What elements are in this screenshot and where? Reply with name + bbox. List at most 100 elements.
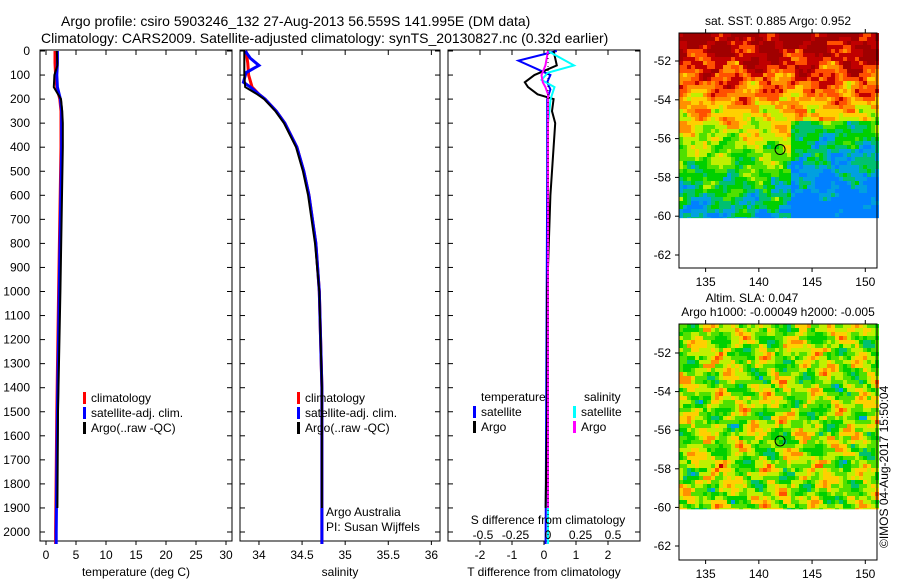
map-cell — [755, 177, 759, 181]
map-cell — [695, 77, 699, 81]
map-cell — [779, 141, 783, 145]
map-cell — [707, 452, 711, 456]
map-cell — [695, 133, 699, 137]
map-cell — [843, 189, 847, 193]
map-cell — [819, 344, 823, 348]
map-cell — [799, 209, 803, 213]
map-cell — [715, 57, 719, 61]
map-cell — [715, 141, 719, 145]
map-cell — [767, 324, 771, 328]
map-cell — [871, 101, 875, 105]
map-cell — [731, 77, 735, 81]
map-cell — [823, 392, 827, 396]
map-cell — [759, 57, 763, 61]
map-cell — [871, 57, 875, 61]
map-cell — [743, 201, 747, 205]
map-cell — [795, 33, 799, 37]
map-cell — [787, 177, 791, 181]
map-cell — [735, 33, 739, 37]
map-cell — [763, 420, 767, 424]
map-cell — [755, 448, 759, 452]
map-cell — [679, 468, 683, 472]
y-tick-label: 800 — [10, 236, 30, 250]
map-cell — [867, 388, 871, 392]
map-cell — [863, 77, 867, 81]
map-cell — [699, 93, 703, 97]
map-cell — [783, 153, 787, 157]
map-cell — [699, 440, 703, 444]
map-cell — [723, 328, 727, 332]
map-cell — [839, 372, 843, 376]
map-cell — [771, 81, 775, 85]
map-cell — [767, 372, 771, 376]
map-cell — [767, 137, 771, 141]
map-cell — [767, 504, 771, 508]
map-cell — [791, 440, 795, 444]
map-cell — [815, 97, 819, 101]
map-cell — [723, 484, 727, 488]
map-cell — [819, 472, 823, 476]
legend-swatch — [573, 421, 576, 433]
map-cell — [843, 121, 847, 125]
map-cell — [759, 201, 763, 205]
map-cell — [827, 396, 831, 400]
map-cell — [847, 488, 851, 492]
map-cell — [775, 161, 779, 165]
map-cell — [819, 129, 823, 133]
map-cell — [867, 93, 871, 97]
map-cell — [739, 85, 743, 89]
map-cell — [759, 428, 763, 432]
map-cell — [779, 177, 783, 181]
map-cell — [843, 153, 847, 157]
map-cell — [703, 73, 707, 77]
map-cell — [727, 460, 731, 464]
map-cell — [771, 89, 775, 93]
map-cell — [823, 388, 827, 392]
map-cell — [763, 328, 767, 332]
y-tick-label: 1100 — [4, 309, 30, 323]
map-cell — [723, 352, 727, 356]
map-cell — [787, 428, 791, 432]
map-cell — [871, 464, 875, 468]
map-cell — [863, 105, 867, 109]
map-cell — [683, 53, 687, 57]
map-cell — [711, 149, 715, 153]
map-cell — [767, 201, 771, 205]
map-cell — [855, 181, 859, 185]
map-cell — [831, 400, 835, 404]
map-cell — [791, 344, 795, 348]
map-cell — [683, 145, 687, 149]
map-cell — [867, 436, 871, 440]
map-cell — [731, 185, 735, 189]
map-cell — [755, 113, 759, 117]
map-cell — [763, 113, 767, 117]
map-cell — [683, 476, 687, 480]
map-cell — [735, 141, 739, 145]
map-cell — [867, 508, 871, 510]
map-cell — [859, 97, 863, 101]
map-cell — [835, 460, 839, 464]
map-cell — [727, 209, 731, 213]
map-cell — [683, 137, 687, 141]
map-cell — [855, 408, 859, 412]
map-cell — [831, 81, 835, 85]
map-cell — [731, 89, 735, 93]
map-cell — [791, 77, 795, 81]
map-cell — [719, 161, 723, 165]
map-cell — [815, 205, 819, 209]
map-cell — [855, 73, 859, 77]
map-cell — [867, 101, 871, 105]
map-cell — [807, 129, 811, 133]
map-cell — [739, 145, 743, 149]
map-cell — [867, 392, 871, 396]
map-cell — [783, 113, 787, 117]
map-cell — [755, 388, 759, 392]
map-cell — [807, 396, 811, 400]
map-cell — [799, 161, 803, 165]
map-cell — [775, 197, 779, 201]
map-cell — [775, 45, 779, 49]
map-cell — [807, 217, 811, 219]
map-cell — [771, 213, 775, 217]
map-cell — [767, 77, 771, 81]
map-cell — [839, 185, 843, 189]
